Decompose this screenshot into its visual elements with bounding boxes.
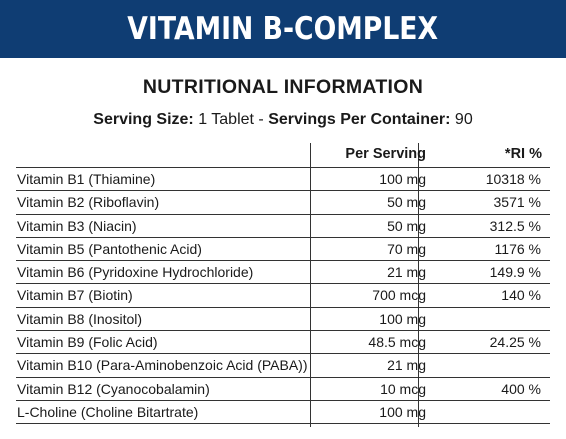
nutrient-amount: 100 mg — [379, 310, 426, 327]
nutrient-name: Vitamin B6 (Pyridoxine Hydrochloride) — [17, 264, 254, 281]
nutrient-amount: 50 mg — [387, 217, 426, 234]
table-row: Vitamin B8 (Inositol) 100 mg — [16, 308, 550, 332]
table-row: Vitamin B2 (Riboflavin) 50 mg 3571 % — [16, 191, 550, 215]
column-divider-name — [310, 143, 311, 427]
nutrient-name: Vitamin B5 (Pantothenic Acid) — [17, 240, 202, 257]
nutrient-ri: 1176 % — [494, 240, 541, 257]
header-ri: *RI % — [504, 146, 542, 162]
table-row: Vitamin B12 (Cyanocobalamin) 10 mcg 400 % — [16, 378, 550, 401]
table-body: Vitamin B1 (Thiamine) 100 mg 10318 % Vitami… — [16, 168, 550, 425]
nutrient-ri: 312.5 % — [489, 217, 541, 234]
serving-info: Serving Size: 1 Tablet - Servings Per Co… — [0, 111, 566, 129]
serving-size-label: Serving Size: — [93, 111, 194, 128]
nutrient-ri: 140 % — [501, 287, 541, 304]
servings-per-container-label: Servings Per Container: — [268, 111, 451, 128]
nutrient-name: Vitamin B8 (Inositol) — [17, 310, 143, 327]
table-row: L-Choline (Choline Bitartrate) 100 mg — [16, 401, 550, 425]
table-header: Per Serving *RI % — [16, 143, 550, 168]
section-heading: NUTRITIONAL INFORMATION — [142, 76, 424, 98]
nutrient-amount: 10 mcg — [380, 380, 426, 397]
serving-size-value: 1 Tablet - — [193, 111, 269, 128]
nutrient-name: Vitamin B9 (Folic Acid) — [17, 334, 158, 351]
nutrient-name: Vitamin B7 (Biotin) — [17, 287, 133, 304]
header-per-serving: Per Serving — [345, 146, 426, 162]
nutrient-ri: 24.25 % — [489, 334, 541, 351]
column-divider-amount — [418, 143, 419, 427]
product-title: VITAMIN B-COMPLEX — [127, 11, 439, 47]
nutrient-name: Vitamin B3 (Niacin) — [17, 217, 137, 234]
table-row: Vitamin B10 (Para-Aminobenzoic Acid (PAB… — [16, 354, 550, 378]
nutrient-name: Vitamin B2 (Riboflavin) — [17, 194, 160, 211]
nutrient-amount: 21 mg — [387, 357, 426, 374]
nutrient-amount: 100 mg — [379, 171, 426, 187]
servings-per-container-value: 90 — [450, 111, 473, 128]
nutrient-name: Vitamin B10 (Para-Aminobenzoic Acid (PAB… — [17, 357, 308, 374]
nutrient-ri: 3571 % — [493, 194, 541, 211]
nutrient-amount: 700 mcg — [372, 287, 426, 304]
nutrient-amount: 21 mg — [387, 264, 426, 281]
nutrient-amount: 100 mg — [379, 403, 426, 420]
nutrient-amount: 48.5 mcg — [368, 334, 426, 351]
nutrient-amount: 70 mg — [387, 240, 426, 257]
nutrient-name: Vitamin B1 (Thiamine) — [17, 171, 156, 187]
nutrient-ri: 10318 % — [485, 171, 541, 187]
table-row: Vitamin B1 (Thiamine) 100 mg 10318 % — [16, 168, 550, 192]
nutrient-ri: 400 % — [501, 380, 541, 397]
nutrient-name: L-Choline (Choline Bitartrate) — [17, 403, 199, 420]
table-row: Vitamin B9 (Folic Acid) 48.5 mcg 24.25 % — [16, 331, 550, 355]
table-row: Vitamin B5 (Pantothenic Acid) 70 mg 1176 % — [16, 238, 550, 262]
title-banner: VITAMIN B-COMPLEX — [0, 0, 566, 58]
nutrient-name: Vitamin B12 (Cyanocobalamin) — [17, 380, 210, 397]
table-row: Vitamin B6 (Pyridoxine Hydrochloride) 21 … — [16, 261, 550, 285]
table-row: Vitamin B3 (Niacin) 50 mg 312.5 % — [16, 215, 550, 238]
nutrient-ri: 149.9 % — [489, 264, 541, 281]
nutrient-amount: 50 mg — [387, 194, 426, 211]
nutrition-table: Per Serving *RI % Vitamin B1 (Thiamine) 1… — [16, 143, 550, 425]
table-row: Vitamin B7 (Biotin) 700 mcg 140 % — [16, 284, 550, 308]
